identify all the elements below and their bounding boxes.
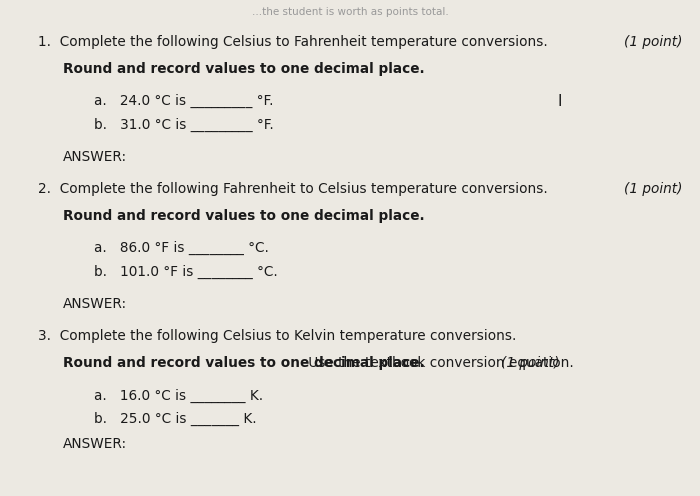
Text: Round and record values to one decimal place.: Round and record values to one decimal p… xyxy=(63,356,425,370)
Text: (1 point): (1 point) xyxy=(501,356,560,370)
Text: ANSWER:: ANSWER: xyxy=(63,437,127,451)
Text: a.   24.0 °C is _________ °F.: a. 24.0 °C is _________ °F. xyxy=(94,94,274,108)
Text: b.   31.0 °C is _________ °F.: b. 31.0 °C is _________ °F. xyxy=(94,118,274,132)
Text: ...the student is worth as points total.: ...the student is worth as points total. xyxy=(251,7,449,17)
Text: ANSWER:: ANSWER: xyxy=(63,150,127,164)
Text: a.   16.0 °C is ________ K.: a. 16.0 °C is ________ K. xyxy=(94,388,264,403)
Text: ANSWER:: ANSWER: xyxy=(63,297,127,311)
Text: 1.  Complete the following Celsius to Fahrenheit temperature conversions.: 1. Complete the following Celsius to Fah… xyxy=(38,35,548,49)
Text: (1 point): (1 point) xyxy=(624,35,682,49)
Text: Round and record values to one decimal place.: Round and record values to one decimal p… xyxy=(63,209,425,223)
Text: Round and record values to one decimal place.: Round and record values to one decimal p… xyxy=(63,62,425,75)
Text: 3.  Complete the following Celsius to Kelvin temperature conversions.: 3. Complete the following Celsius to Kel… xyxy=(38,329,517,343)
Text: a.   86.0 °F is ________ °C.: a. 86.0 °F is ________ °C. xyxy=(94,241,270,255)
Text: Use the textbook conversion equation.: Use the textbook conversion equation. xyxy=(304,356,573,370)
Text: b.   25.0 °C is _______ K.: b. 25.0 °C is _______ K. xyxy=(94,412,257,427)
Text: (1 point): (1 point) xyxy=(624,182,682,196)
Text: b.   101.0 °F is ________ °C.: b. 101.0 °F is ________ °C. xyxy=(94,265,279,279)
Text: I: I xyxy=(558,94,562,109)
Text: 2.  Complete the following Fahrenheit to Celsius temperature conversions.: 2. Complete the following Fahrenheit to … xyxy=(38,182,548,196)
